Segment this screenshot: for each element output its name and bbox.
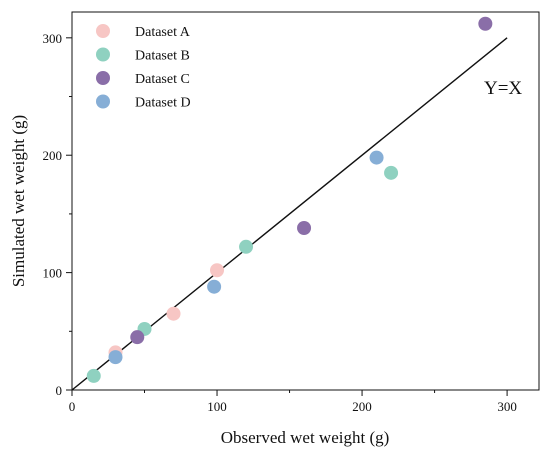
dataset-c-point: [478, 16, 493, 31]
y-axis-label: Simulated wet weight (g): [9, 115, 28, 287]
x-tick-label: 0: [69, 399, 76, 414]
y-tick-label: 0: [56, 383, 63, 398]
x-tick-label: 300: [497, 399, 517, 414]
y-tick-label: 300: [43, 31, 63, 46]
dataset-b-point: [239, 239, 254, 254]
dataset-d-point: [108, 350, 123, 365]
plot-frame: [71, 11, 540, 391]
y-tick-label: 200: [43, 148, 63, 163]
legend-marker-dataset-a: [96, 24, 110, 38]
y-equals-x-label: Y=X: [484, 78, 522, 99]
dataset-a-point: [166, 306, 181, 321]
legend-label-dataset-b: Dataset B: [135, 49, 190, 64]
legend: Dataset A Dataset B Dataset C Dataset D: [96, 24, 191, 111]
dataset-b-point: [384, 165, 399, 180]
legend-label-dataset-d: Dataset D: [135, 96, 191, 111]
dataset-d-point: [369, 150, 384, 165]
x-tick-label: 100: [207, 399, 227, 414]
axes: 0 100 200 300 0 100 200 300: [43, 31, 517, 414]
dataset-d-point: [207, 279, 222, 294]
legend-marker-dataset-d: [96, 94, 110, 109]
dataset-a-point: [210, 263, 225, 278]
legend-marker-dataset-b: [96, 47, 110, 62]
x-tick-label: 200: [352, 399, 372, 414]
y-tick-label: 100: [43, 266, 63, 281]
data-points: [86, 16, 493, 383]
legend-label-dataset-a: Dataset A: [135, 25, 191, 40]
legend-label-dataset-c: Dataset C: [135, 72, 190, 87]
dataset-c-point: [130, 330, 145, 345]
legend-marker-dataset-c: [96, 71, 110, 85]
dataset-c-point: [297, 221, 312, 235]
x-axis-label: Observed wet weight (g): [221, 428, 390, 447]
dataset-b-point: [86, 368, 101, 383]
